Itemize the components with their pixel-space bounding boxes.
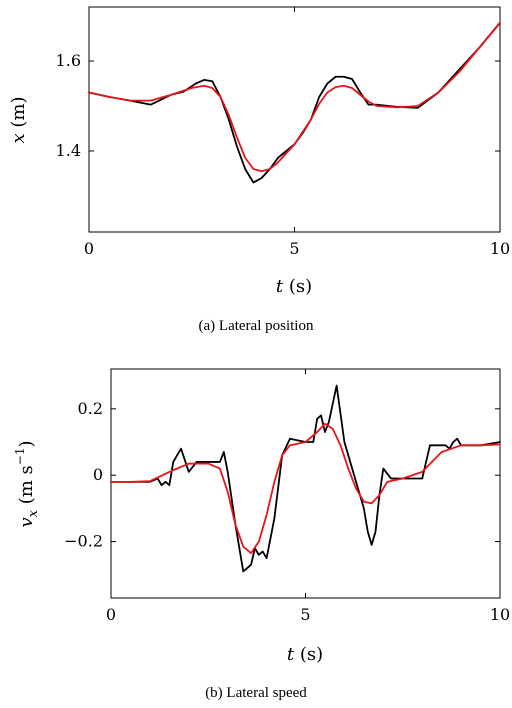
y-tick-label-b: 0 [93,465,103,484]
panel-lateral-position: 0 5 10 1.4 1.6 t (s) x (m) (a) Lateral posit… [8,6,510,334]
y-axis-label-a: x (m) [8,97,29,144]
series-line-filtered-a [88,21,501,173]
series-line-measured-b [110,384,501,573]
y-tick-label-a: 1.6 [56,51,81,70]
x-tick-label-b: 10 [490,605,510,624]
series-group-a [88,21,501,184]
y-axis-label-b: vx (m s−1) [13,440,41,527]
x-tick-label-b: 5 [300,605,310,624]
x-axis-label-b: t (s) [287,644,323,665]
panel-lateral-speed: 0 5 10 −0.2 0 0.2 t (s) vx (m s−1) (b) Latera… [13,368,510,701]
x-tick-label-a: 10 [490,239,510,258]
x-tick-label-a: 0 [84,239,94,258]
ticks-a: 0 5 10 1.4 1.6 [56,7,510,258]
series-line-measured-a [88,21,501,184]
x-tick-label-a: 5 [289,239,299,258]
plot-area-a [88,6,501,233]
caption-a: (a) Lateral position [199,318,314,334]
x-tick-label-b: 0 [106,605,116,624]
x-axis-label-a: t (s) [276,276,312,297]
y-tick-label-a: 1.4 [56,141,81,160]
y-tick-label-b: 0.2 [78,399,103,418]
ticks-b: 0 5 10 −0.2 0 0.2 [64,369,510,624]
series-line-filtered-b [110,422,501,555]
caption-b: (b) Lateral speed [205,685,307,701]
series-group-b [110,384,501,573]
y-tick-label-b: −0.2 [64,532,103,551]
